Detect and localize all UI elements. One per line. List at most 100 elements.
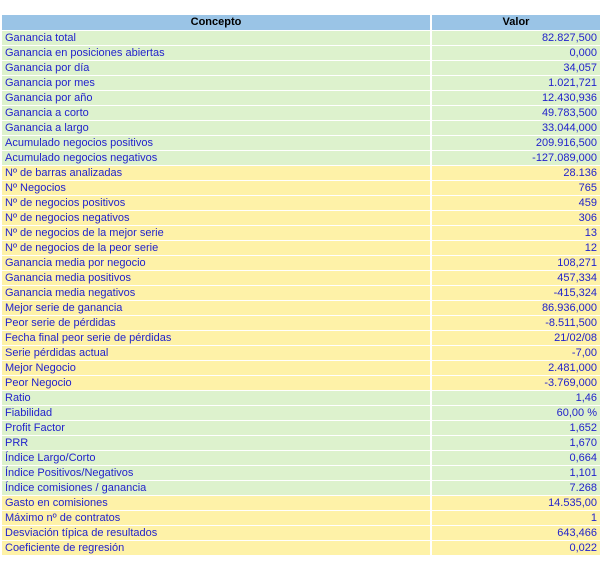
concept-cell: Máximo nº de contratos: [2, 511, 430, 525]
value-cell: 108,271: [432, 256, 600, 270]
concept-cell: Gasto en comisiones: [2, 496, 430, 510]
value-cell: 34,057: [432, 61, 600, 75]
value-cell: 1,652: [432, 421, 600, 435]
value-cell: 33.044,000: [432, 121, 600, 135]
concept-cell: Nº de negocios negativos: [2, 211, 430, 225]
column-header-concepto: Concepto: [2, 15, 430, 30]
table-row: Serie pérdidas actual -7,00: [2, 346, 600, 360]
value-cell: 82.827,500: [432, 31, 600, 45]
table-row: Mejor serie de ganancia 86.936,000: [2, 301, 600, 315]
concept-cell: Acumulado negocios negativos: [2, 151, 430, 165]
concept-cell: Nº de barras analizadas: [2, 166, 430, 180]
table-row: Índice Largo/Corto 0,664: [2, 451, 600, 465]
table-row: Índice Positivos/Negativos 1,101: [2, 466, 600, 480]
table-row: Ganancia media negativos -415,324: [2, 286, 600, 300]
table-row: Acumulado negocios positivos 209.916,500: [2, 136, 600, 150]
table-row: Ganancia media positivos 457,334: [2, 271, 600, 285]
concept-cell: Índice Positivos/Negativos: [2, 466, 430, 480]
table-row: Nº de negocios negativos 306: [2, 211, 600, 225]
concept-cell: Nº de negocios de la mejor serie: [2, 226, 430, 240]
concept-cell: Acumulado negocios positivos: [2, 136, 430, 150]
value-cell: 49.783,500: [432, 106, 600, 120]
concept-cell: Ganancia en posiciones abiertas: [2, 46, 430, 60]
value-cell: -415,324: [432, 286, 600, 300]
table-row: Coeficiente de regresión 0,022: [2, 541, 600, 555]
table-row: Fecha final peor serie de pérdidas 21/02/…: [2, 331, 600, 345]
value-cell: 765: [432, 181, 600, 195]
value-cell: 21/02/08: [432, 331, 600, 345]
concept-cell: Ganancia por mes: [2, 76, 430, 90]
value-cell: 14.535,00: [432, 496, 600, 510]
table-row: Desviación típica de resultados 643,466: [2, 526, 600, 540]
value-cell: -7,00: [432, 346, 600, 360]
concept-cell: Índice Largo/Corto: [2, 451, 430, 465]
value-cell: 2.481,000: [432, 361, 600, 375]
concept-cell: Nº de negocios de la peor serie: [2, 241, 430, 255]
concept-cell: Índice comisiones / ganancia: [2, 481, 430, 495]
concept-cell: Peor serie de pérdidas: [2, 316, 430, 330]
value-cell: 0,664: [432, 451, 600, 465]
concept-cell: Fiabilidad: [2, 406, 430, 420]
table-row: Ratio 1,46: [2, 391, 600, 405]
value-cell: 7.268: [432, 481, 600, 495]
value-cell: 306: [432, 211, 600, 225]
table-row: Ganancia en posiciones abiertas 0,000: [2, 46, 600, 60]
concept-cell: Ganancia a corto: [2, 106, 430, 120]
column-header-valor: Valor: [432, 15, 600, 30]
concept-cell: Nº Negocios: [2, 181, 430, 195]
header-row: Concepto Valor: [2, 15, 600, 30]
concept-cell: Mejor serie de ganancia: [2, 301, 430, 315]
table-row: Nº de negocios positivos 459: [2, 196, 600, 210]
table-row: Acumulado negocios negativos -127.089,000: [2, 151, 600, 165]
concept-cell: Mejor Negocio: [2, 361, 430, 375]
table-row: Índice comisiones / ganancia 7.268: [2, 481, 600, 495]
value-cell: 1: [432, 511, 600, 525]
concept-cell: Peor Negocio: [2, 376, 430, 390]
concept-cell: Desviación típica de resultados: [2, 526, 430, 540]
concept-cell: PRR: [2, 436, 430, 450]
concept-cell: Profit Factor: [2, 421, 430, 435]
concept-cell: Ganancia total: [2, 31, 430, 45]
table-row: Profit Factor 1,652: [2, 421, 600, 435]
table-row: Mejor Negocio 2.481,000: [2, 361, 600, 375]
table-row: Ganancia media por negocio 108,271: [2, 256, 600, 270]
concept-cell: Ganancia media negativos: [2, 286, 430, 300]
value-cell: 209.916,500: [432, 136, 600, 150]
concept-cell: Ganancia por día: [2, 61, 430, 75]
table-row: Ganancia por mes 1.021,721: [2, 76, 600, 90]
value-cell: 457,334: [432, 271, 600, 285]
table-row: Peor Negocio -3.769,000: [2, 376, 600, 390]
table-row: Nº de negocios de la mejor serie 13: [2, 226, 600, 240]
value-cell: 86.936,000: [432, 301, 600, 315]
value-cell: 1,670: [432, 436, 600, 450]
statistics-table-body: Ganancia total 82.827,500 Ganancia en posi…: [2, 31, 600, 555]
value-cell: 0,022: [432, 541, 600, 555]
value-cell: 60,00 %: [432, 406, 600, 420]
concept-cell: Ganancia a largo: [2, 121, 430, 135]
table-row: Ganancia por día 34,057: [2, 61, 600, 75]
table-row: Fiabilidad 60,00 %: [2, 406, 600, 420]
table-row: Ganancia a corto 49.783,500: [2, 106, 600, 120]
table-row: Gasto en comisiones 14.535,00: [2, 496, 600, 510]
concept-cell: Serie pérdidas actual: [2, 346, 430, 360]
value-cell: 1,46: [432, 391, 600, 405]
value-cell: -3.769,000: [432, 376, 600, 390]
concept-cell: Nº de negocios positivos: [2, 196, 430, 210]
concept-cell: Ratio: [2, 391, 430, 405]
table-row: Nº de barras analizadas 28.136: [2, 166, 600, 180]
value-cell: 1.021,721: [432, 76, 600, 90]
value-cell: 459: [432, 196, 600, 210]
value-cell: 13: [432, 226, 600, 240]
value-cell: 1,101: [432, 466, 600, 480]
value-cell: -127.089,000: [432, 151, 600, 165]
value-cell: -8.511,500: [432, 316, 600, 330]
table-row: PRR 1,670: [2, 436, 600, 450]
statistics-table: Concepto Valor Ganancia total 82.827,500 G…: [0, 14, 602, 556]
concept-cell: Fecha final peor serie de pérdidas: [2, 331, 430, 345]
statistics-table-header: Concepto Valor: [2, 15, 600, 30]
concept-cell: Ganancia media positivos: [2, 271, 430, 285]
table-row: Ganancia a largo 33.044,000: [2, 121, 600, 135]
value-cell: 12: [432, 241, 600, 255]
concept-cell: Coeficiente de regresión: [2, 541, 430, 555]
